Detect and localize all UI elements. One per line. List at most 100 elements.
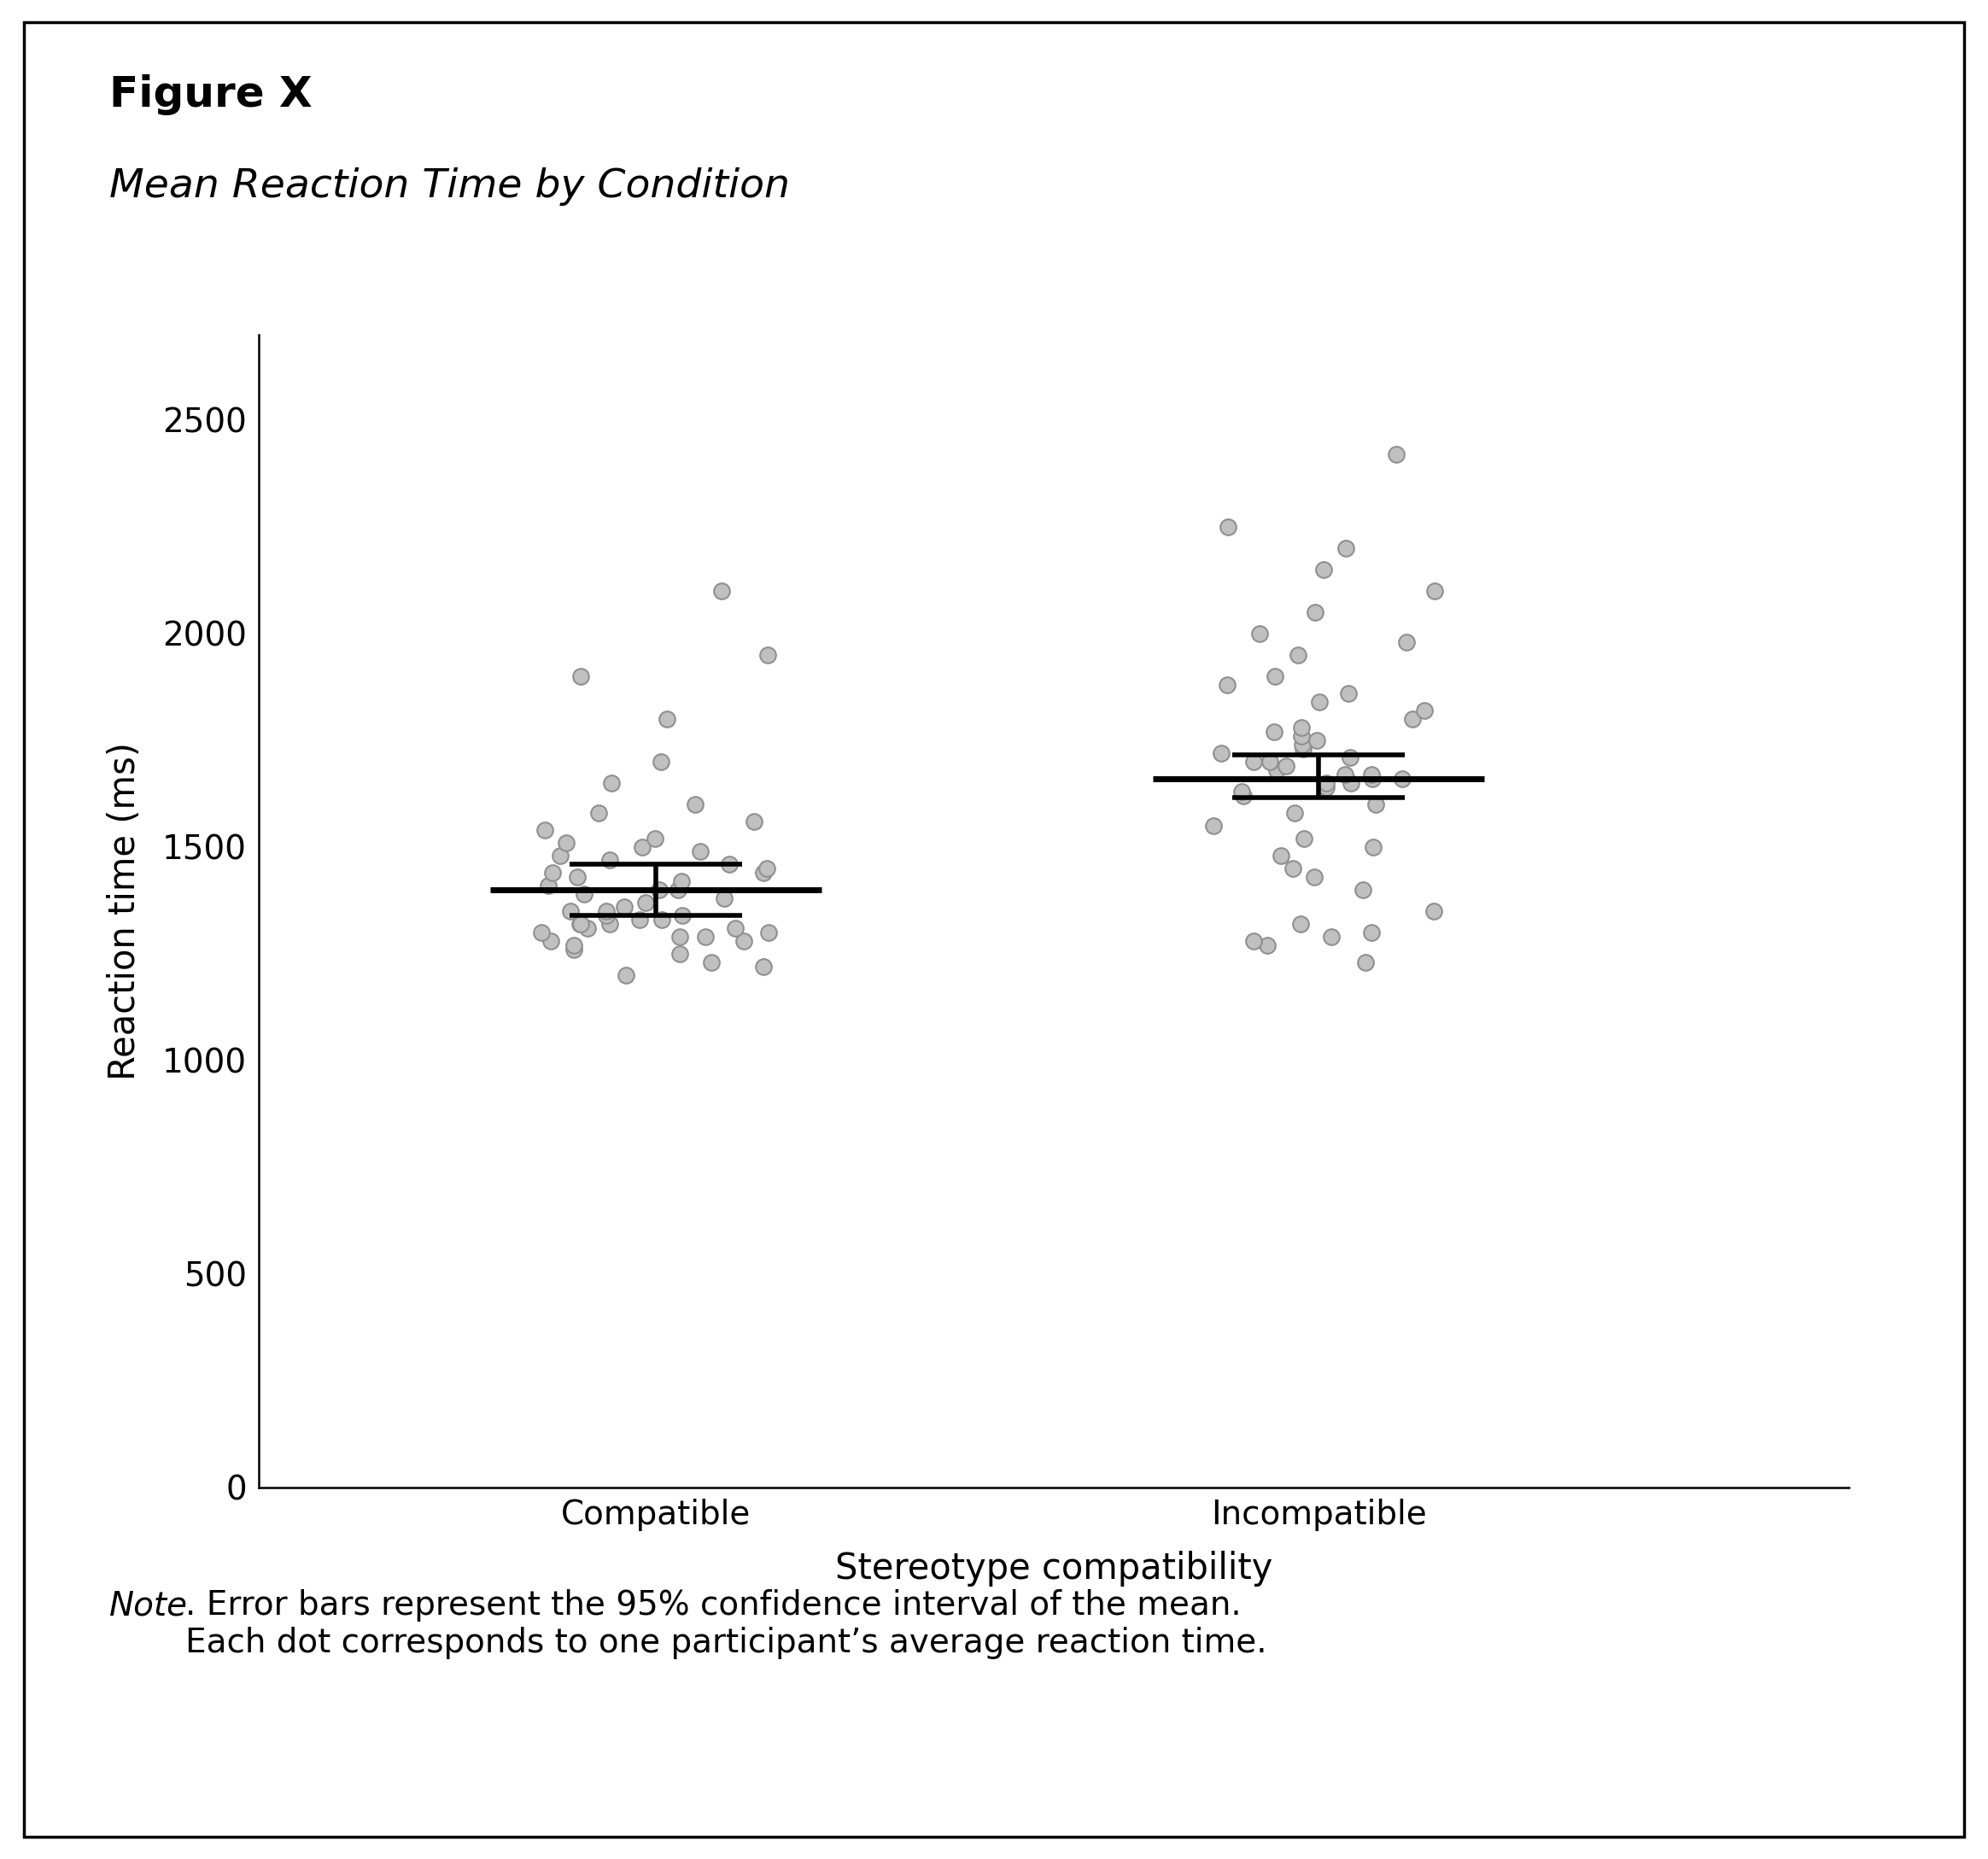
Point xyxy=(1419,576,1451,606)
Point xyxy=(664,939,696,969)
Point xyxy=(690,922,722,952)
Point xyxy=(1310,771,1342,801)
Point xyxy=(747,857,779,887)
Point xyxy=(1197,811,1229,840)
Point xyxy=(696,948,728,978)
Point xyxy=(565,662,596,692)
Text: Figure X: Figure X xyxy=(109,74,312,115)
Point xyxy=(1242,619,1274,649)
Point xyxy=(610,959,642,989)
Y-axis label: Reaction time (ms): Reaction time (ms) xyxy=(107,742,143,1080)
Point xyxy=(608,892,640,922)
Point xyxy=(561,863,592,892)
Point xyxy=(1356,760,1388,790)
Point xyxy=(1314,922,1346,952)
Text: Note: Note xyxy=(109,1589,189,1621)
Point xyxy=(529,814,561,844)
Point xyxy=(1386,764,1417,794)
Point xyxy=(708,883,740,913)
Point xyxy=(1288,824,1320,853)
Point xyxy=(1360,790,1392,820)
Point xyxy=(1276,853,1308,883)
Point xyxy=(1227,781,1258,811)
Point xyxy=(666,866,698,896)
Point xyxy=(1298,863,1330,892)
Point xyxy=(555,896,586,926)
Text: . Error bars represent the 95% confidence interval of the mean.
Each dot corresp: . Error bars represent the 95% confidenc… xyxy=(185,1589,1266,1660)
Point xyxy=(1205,738,1237,768)
Point xyxy=(662,876,694,905)
Point xyxy=(644,876,676,905)
Point xyxy=(751,639,783,669)
Point xyxy=(666,900,698,930)
Point xyxy=(533,870,565,900)
Point xyxy=(626,833,658,863)
Point xyxy=(1409,695,1441,725)
Point xyxy=(1332,679,1364,708)
Point xyxy=(537,857,569,887)
Point xyxy=(664,922,696,952)
Text: Mean Reaction Time by Condition: Mean Reaction Time by Condition xyxy=(109,167,789,206)
Point xyxy=(1260,755,1292,784)
Point xyxy=(1252,930,1284,959)
Point xyxy=(644,747,676,777)
Point xyxy=(551,827,582,857)
Point xyxy=(1417,896,1449,926)
Point xyxy=(565,909,596,939)
Point xyxy=(1302,725,1334,755)
Point xyxy=(714,850,746,879)
Point xyxy=(1398,705,1429,734)
Point xyxy=(680,790,712,820)
Point xyxy=(684,837,716,866)
Point xyxy=(1350,948,1382,978)
Point xyxy=(594,768,626,798)
Point xyxy=(1278,798,1310,827)
Point xyxy=(738,807,769,837)
Point xyxy=(565,909,596,939)
Point xyxy=(1308,554,1340,584)
Point xyxy=(1330,534,1362,563)
Point xyxy=(590,900,622,930)
Point xyxy=(1348,876,1380,905)
Point xyxy=(545,840,577,870)
Point xyxy=(1330,760,1362,790)
Point xyxy=(535,926,567,956)
Point xyxy=(1380,439,1411,468)
Point xyxy=(1239,926,1270,956)
Point xyxy=(1390,626,1421,656)
Point xyxy=(751,916,783,946)
X-axis label: Stereotype compatibility: Stereotype compatibility xyxy=(835,1550,1272,1586)
Point xyxy=(1310,768,1342,798)
Point xyxy=(720,913,751,943)
Point xyxy=(525,916,557,946)
Point xyxy=(1356,764,1388,794)
Point xyxy=(1270,751,1302,781)
Point xyxy=(1258,662,1290,692)
Point xyxy=(1211,669,1242,699)
Point xyxy=(569,879,600,909)
Point xyxy=(1282,639,1314,669)
Point xyxy=(728,926,759,956)
Point xyxy=(1356,916,1388,946)
Point xyxy=(590,896,622,926)
Point xyxy=(1334,742,1366,771)
Point xyxy=(747,952,779,982)
Point xyxy=(1266,840,1298,870)
Point xyxy=(1334,768,1366,798)
Point xyxy=(582,798,614,827)
Point xyxy=(751,853,783,883)
Point xyxy=(594,909,626,939)
Point xyxy=(1213,511,1244,541)
Point xyxy=(1284,909,1316,939)
Point xyxy=(624,905,656,935)
Point xyxy=(594,844,626,874)
Point xyxy=(1286,729,1318,758)
Point xyxy=(1304,686,1336,716)
Point xyxy=(1286,734,1318,764)
Point xyxy=(1284,721,1316,751)
Point xyxy=(1254,747,1286,777)
Point xyxy=(1225,777,1256,807)
Point xyxy=(630,887,662,916)
Point xyxy=(1284,712,1316,742)
Point xyxy=(652,705,684,734)
